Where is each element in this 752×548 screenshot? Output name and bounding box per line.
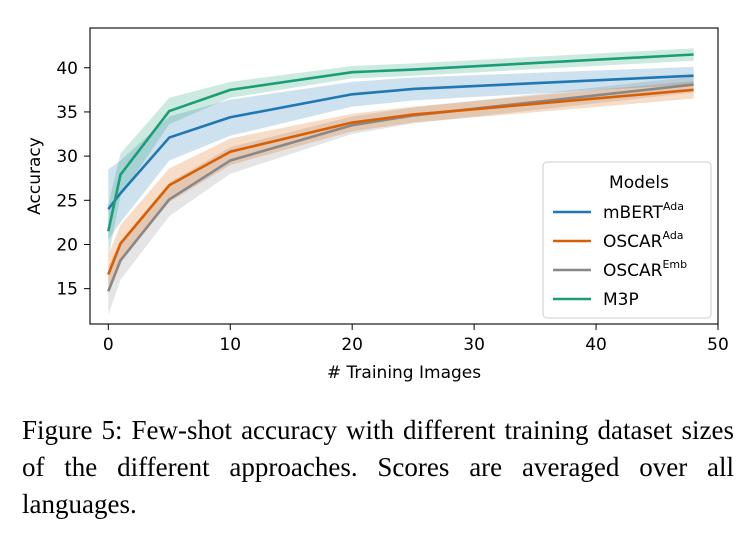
legend-box <box>542 161 712 319</box>
series-lines <box>107 53 694 292</box>
legend-title: Models <box>609 173 669 193</box>
legend: Models mBERTAda OSCARAda OSCAREmb M3P <box>542 161 712 319</box>
legend-label-oscar-emb: OSCAREmb <box>603 258 687 281</box>
y-tick-label: 25 <box>56 191 78 211</box>
legend-label-oscar-ada: OSCARAda <box>603 229 684 252</box>
y-tick-label: 40 <box>56 59 78 79</box>
band-oscar-emb <box>108 76 694 316</box>
x-tick-label: 40 <box>585 335 607 355</box>
band-oscar-ada <box>108 81 694 294</box>
x-axis-ticks: 0 10 20 30 40 50 <box>103 324 729 355</box>
y-tick-label: 35 <box>56 103 78 123</box>
y-axis-label: Accuracy <box>25 137 45 215</box>
y-axis-ticks: 15 20 25 30 35 40 <box>56 59 90 300</box>
x-axis-label: # Training Images <box>327 363 481 383</box>
band-mbert-ada <box>108 66 694 241</box>
y-tick-label: 20 <box>56 235 78 255</box>
line-oscar-ada <box>107 88 694 275</box>
x-tick-label: 0 <box>103 335 114 355</box>
line-mbert-ada <box>107 74 694 210</box>
few-shot-accuracy-chart: 0 10 20 30 40 50 15 20 25 30 35 40 # Training Imag… <box>25 27 729 383</box>
x-tick-label: 30 <box>463 335 485 355</box>
confidence-bands <box>108 48 694 316</box>
figure-caption: Figure 5: Few-shot accuracy with differe… <box>22 415 734 519</box>
y-tick-label: 30 <box>56 147 78 167</box>
legend-label-m3p: M3P <box>603 290 639 310</box>
legend-items: mBERTAda OSCARAda OSCAREmb M3P <box>553 200 687 310</box>
y-tick-label: 15 <box>56 280 78 300</box>
plot-frame <box>89 27 719 325</box>
x-tick-label: 50 <box>707 335 729 355</box>
x-tick-label: 10 <box>219 335 241 355</box>
line-m3p <box>107 53 694 232</box>
legend-label-mbert-ada: mBERTAda <box>603 200 684 223</box>
x-tick-label: 20 <box>341 335 363 355</box>
